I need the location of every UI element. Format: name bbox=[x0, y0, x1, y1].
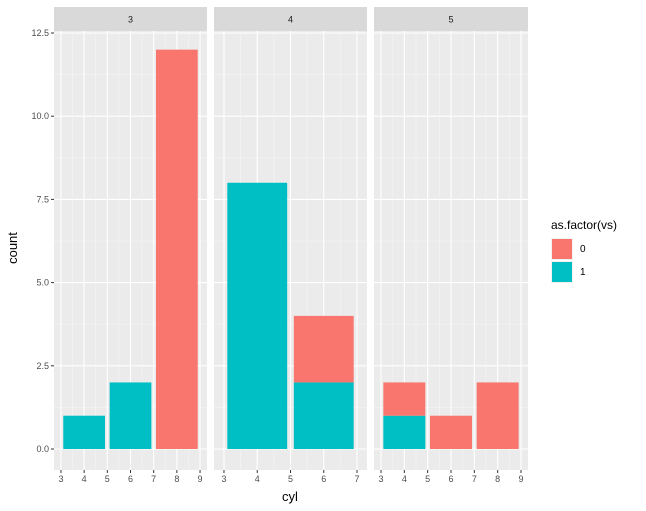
facet-strip bbox=[54, 7, 207, 31]
bar-vs1 bbox=[293, 382, 354, 449]
x-tick-label: 4 bbox=[82, 474, 87, 484]
x-tick-label: 5 bbox=[425, 474, 430, 484]
bar-vs0 bbox=[430, 415, 472, 449]
x-tick-label: 4 bbox=[402, 474, 407, 484]
panels-layer: 3 3 4 5 6 7 8 9 4 3 4 5 6 7 5 3 4 5 6 7 8 9 bbox=[54, 7, 528, 484]
y-tick-label: 0.0 bbox=[36, 444, 49, 454]
x-tick-label: 7 bbox=[355, 474, 360, 484]
y-axis-title: count bbox=[5, 232, 20, 264]
facet-panel-3: 3 3 4 5 6 7 8 9 bbox=[54, 7, 207, 484]
bar-vs0 bbox=[383, 382, 426, 416]
x-tick-label: 7 bbox=[472, 474, 477, 484]
x-tick-label: 6 bbox=[321, 474, 326, 484]
facet-strip bbox=[214, 7, 367, 31]
legend-label-0: 0 bbox=[580, 244, 586, 255]
x-tick-label: 8 bbox=[174, 474, 179, 484]
x-tick-label: 3 bbox=[58, 474, 63, 484]
x-tick-label: 9 bbox=[518, 474, 523, 484]
bar-vs1 bbox=[227, 182, 288, 449]
facet-strip bbox=[374, 7, 528, 31]
facet-strip-label: 3 bbox=[128, 15, 133, 25]
legend-title: as.factor(vs) bbox=[551, 218, 617, 232]
x-tick-label: 7 bbox=[151, 474, 156, 484]
y-tick-label: 7.5 bbox=[36, 194, 49, 204]
y-tick-label: 10.0 bbox=[31, 111, 49, 121]
facet-strip-label: 4 bbox=[288, 15, 293, 25]
x-axis-title: cyl bbox=[282, 489, 298, 504]
legend: as.factor(vs) 0 1 bbox=[551, 218, 617, 283]
x-tick-label: 6 bbox=[128, 474, 133, 484]
bar-vs1 bbox=[383, 415, 426, 449]
bar-vs0 bbox=[156, 49, 198, 449]
legend-key-1 bbox=[552, 262, 572, 282]
facet-panel-4: 4 3 4 5 6 7 bbox=[214, 7, 367, 484]
bar-vs1 bbox=[63, 415, 105, 449]
y-tick-label: 2.5 bbox=[36, 361, 49, 371]
y-tick-label: 5.0 bbox=[36, 278, 49, 288]
x-tick-label: 5 bbox=[288, 474, 293, 484]
x-tick-label: 8 bbox=[495, 474, 500, 484]
x-tick-label: 3 bbox=[221, 474, 226, 484]
x-tick-label: 3 bbox=[378, 474, 383, 484]
facet-panel-5: 5 3 4 5 6 7 8 9 bbox=[374, 7, 528, 484]
bar-vs0 bbox=[476, 382, 519, 449]
bar-vs0 bbox=[293, 315, 354, 383]
x-tick-label: 4 bbox=[255, 474, 260, 484]
x-tick-label: 6 bbox=[448, 474, 453, 484]
x-tick-label: 9 bbox=[198, 474, 203, 484]
x-tick-label: 5 bbox=[105, 474, 110, 484]
bar-vs1 bbox=[109, 382, 152, 449]
facet-strip-label: 5 bbox=[448, 15, 453, 25]
legend-key-0 bbox=[552, 239, 572, 259]
y-axis: 0.0 2.5 5.0 7.5 10.0 12.5 bbox=[31, 28, 54, 454]
legend-label-1: 1 bbox=[580, 267, 586, 278]
y-tick-label: 12.5 bbox=[31, 28, 49, 38]
